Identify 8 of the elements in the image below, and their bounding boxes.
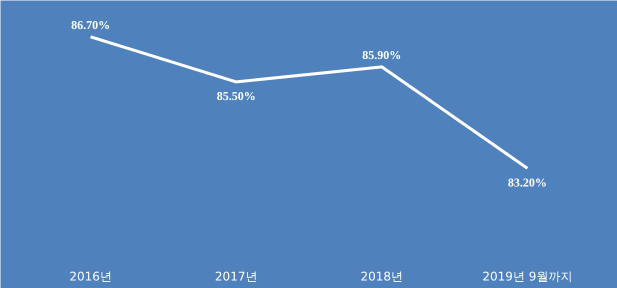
data-label: 83.20%	[508, 175, 547, 190]
data-label: 86.70%	[71, 18, 110, 32]
data-label: 85.50%	[216, 88, 256, 103]
data-label: 85.90%	[362, 48, 402, 62]
x-tick-label: 2019년 9월까지	[482, 270, 572, 284]
x-tick-label: 2017년	[214, 270, 258, 284]
x-tick-label: 2016년	[69, 270, 112, 284]
x-tick-label: 2018년	[360, 270, 404, 284]
